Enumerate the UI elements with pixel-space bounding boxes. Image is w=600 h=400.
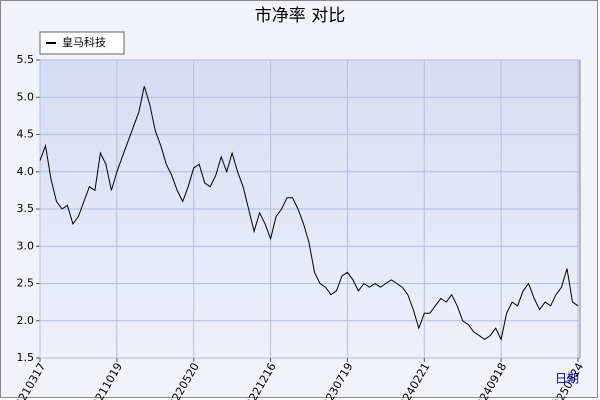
y-tick-label: 4.5 (17, 128, 35, 141)
y-tick-label: 5.0 (17, 90, 35, 103)
x-axis-title: 日期 (555, 372, 579, 386)
y-tick-label: 3.0 (17, 239, 35, 252)
y-tick-label: 2.5 (17, 277, 35, 290)
y-tick-label: 3.5 (17, 202, 35, 215)
series-line (39, 85, 579, 341)
y-tick-label: 5.5 (17, 53, 35, 66)
legend-label: 皇马科技 (62, 35, 106, 49)
y-tick-label: 2.0 (17, 314, 35, 327)
y-tick-label: 4.0 (17, 165, 35, 178)
legend-box (39, 31, 125, 55)
chart-title: 市净率 对比 (255, 6, 345, 26)
y-tick-label: 1.5 (17, 351, 35, 364)
